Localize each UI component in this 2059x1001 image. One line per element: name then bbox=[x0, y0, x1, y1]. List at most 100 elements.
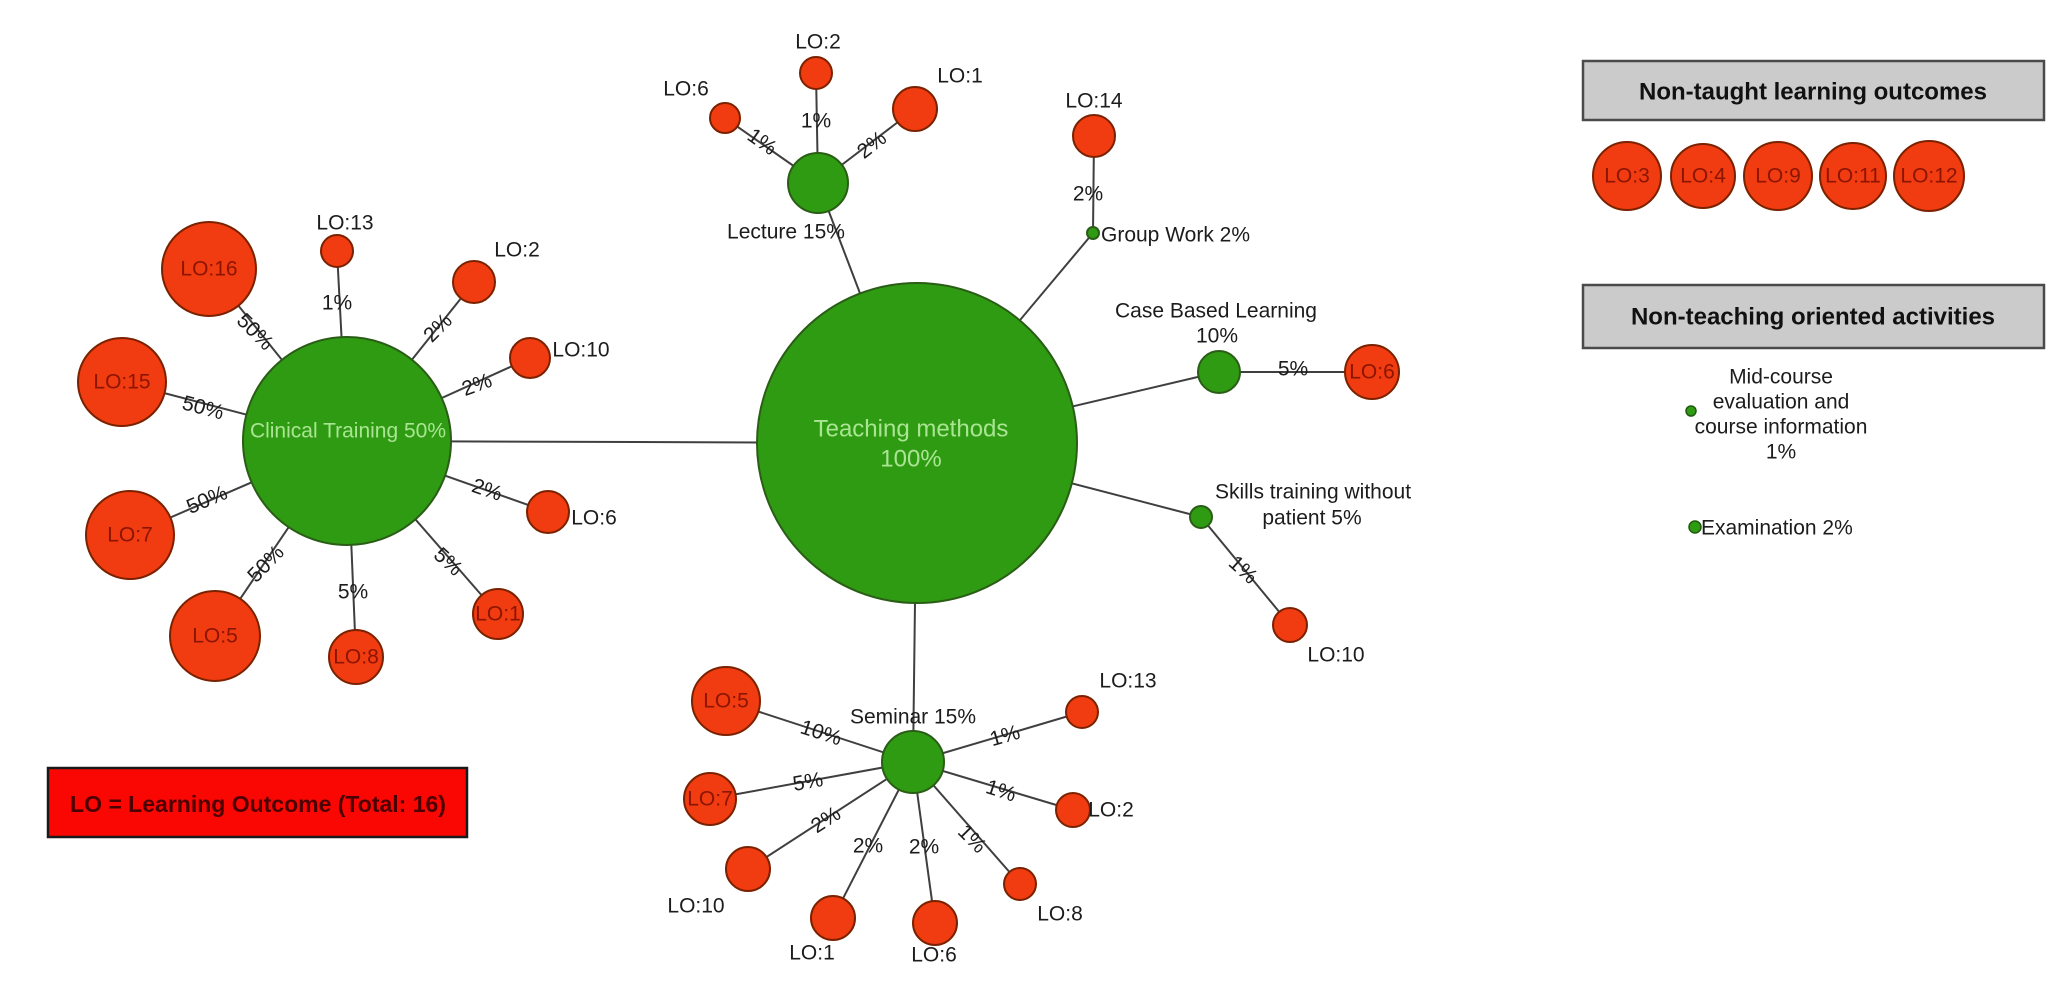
label-seminar-lo-2: LO:2 bbox=[1088, 799, 1134, 822]
node-seminar-lo-7 bbox=[683, 772, 737, 826]
node-clinical-lo-8 bbox=[328, 629, 384, 685]
label-seminar-lo-13: LO:13 bbox=[1099, 670, 1156, 693]
node-clinical-lo-1 bbox=[472, 588, 524, 640]
non-taught-title: Non-taught learning outcomes bbox=[1639, 79, 1987, 106]
label-clinical-lo-13: LO:13 bbox=[316, 212, 373, 235]
hub-cbl-label-1: Case Based Learning bbox=[1115, 300, 1317, 323]
label-clinical-lo-15: LO:15 bbox=[93, 371, 150, 394]
node-seminar-lo-8 bbox=[1003, 867, 1037, 901]
examination-dot bbox=[1688, 520, 1702, 534]
non-taught-node-lo-9 bbox=[1743, 141, 1813, 211]
non-teaching-title: Non-teaching oriented activities bbox=[1631, 304, 1995, 331]
node-seminar-lo-13 bbox=[1065, 695, 1099, 729]
edge-percent-seminar-lo-1: 2% bbox=[853, 835, 883, 858]
edge-percent-clinical-lo-6: 2% bbox=[469, 474, 505, 506]
legend-box bbox=[46, 766, 469, 839]
hub-center-label-1: Teaching methods bbox=[814, 416, 1009, 443]
hub-seminar-label-1: Seminar 15% bbox=[850, 706, 976, 729]
hub-seminar-circle bbox=[881, 730, 945, 794]
nodes-layer bbox=[77, 56, 1400, 946]
label-seminar-lo-6: LO:6 bbox=[911, 944, 957, 967]
non-taught-label-lo-4: LO:4 bbox=[1680, 165, 1726, 188]
edge-percent-clinical-lo-5: 50% bbox=[243, 541, 289, 587]
hub-clinical-label-1: Clinical Training 50% bbox=[250, 420, 446, 443]
hub-groupwork-circle bbox=[1086, 226, 1100, 240]
hub-clinical-circle bbox=[242, 336, 452, 546]
hub-center-circle bbox=[756, 282, 1078, 604]
edge-skills-lo-10 bbox=[1200, 516, 1291, 626]
edge-percent-clinical-lo-8: 5% bbox=[338, 581, 368, 604]
label-groupwork-lo-14: LO:14 bbox=[1065, 90, 1123, 113]
edge-percent-seminar-lo-8: 1% bbox=[953, 820, 991, 858]
label-lecture-lo-6: LO:6 bbox=[663, 78, 709, 101]
label-clinical-lo-1: LO:1 bbox=[475, 603, 521, 626]
hub-skills-circle bbox=[1189, 505, 1213, 529]
node-groupwork-lo-14 bbox=[1072, 114, 1116, 158]
node-seminar-lo-6 bbox=[912, 900, 958, 946]
node-cbl-lo-6 bbox=[1344, 344, 1400, 400]
hub-center-label-2: 100% bbox=[880, 446, 941, 473]
node-clinical-lo-15 bbox=[77, 337, 167, 427]
edge-percent-groupwork-lo-14: 2% bbox=[1073, 183, 1103, 206]
edge-percent-clinical-lo-1: 5% bbox=[429, 543, 467, 580]
label-lecture-lo-1: LO:1 bbox=[937, 65, 983, 88]
non-taught-label-lo-9: LO:9 bbox=[1755, 165, 1801, 188]
label-seminar-lo-8: LO:8 bbox=[1037, 903, 1083, 926]
label-cbl-lo-6: LO:6 bbox=[1349, 361, 1395, 384]
edge-percent-lecture-lo-6: 1% bbox=[743, 124, 781, 160]
mid-course-label-line4: 1% bbox=[1766, 441, 1796, 464]
label-lecture-lo-2: LO:2 bbox=[795, 31, 841, 54]
edge-percent-clinical-lo-13: 1% bbox=[322, 292, 352, 315]
node-seminar-lo-10 bbox=[725, 846, 771, 892]
label-seminar-lo-5: LO:5 bbox=[703, 690, 749, 713]
edge-percent-clinical-lo-7: 50% bbox=[183, 481, 231, 519]
non-taught-node-lo-4 bbox=[1670, 143, 1736, 209]
mid-course-dot bbox=[1685, 405, 1697, 417]
edge-percent-clinical-lo-16: 50% bbox=[232, 309, 278, 355]
non-taught-label-lo-12: LO:12 bbox=[1900, 165, 1957, 188]
edge-seminar-lo-7 bbox=[709, 761, 914, 800]
node-seminar-lo-5 bbox=[691, 666, 761, 736]
hub-lecture-label-1: Lecture 15% bbox=[727, 221, 845, 244]
non-taught-label-lo-11: LO:11 bbox=[1825, 165, 1881, 188]
node-lecture-lo-1 bbox=[892, 86, 938, 132]
edge-percent-seminar-lo-13: 1% bbox=[987, 721, 1023, 751]
node-clinical-lo-5 bbox=[169, 590, 261, 682]
edge-seminar-lo-10 bbox=[747, 761, 914, 870]
edge-percent-clinical-lo-10: 2% bbox=[459, 369, 495, 401]
node-clinical-lo-6 bbox=[526, 490, 570, 534]
label-clinical-lo-16: LO:16 bbox=[180, 258, 237, 281]
non-teaching-header-box bbox=[1581, 283, 2046, 350]
label-clinical-lo-7: LO:7 bbox=[107, 524, 153, 547]
edge-percent-seminar-lo-5: 10% bbox=[797, 716, 844, 751]
edge-percent-cbl-lo-6: 5% bbox=[1278, 358, 1308, 381]
label-seminar-lo-10: LO:10 bbox=[667, 895, 724, 918]
edge-percent-lecture-lo-2: 1% bbox=[801, 110, 831, 133]
label-skills-lo-10: LO:10 bbox=[1307, 644, 1364, 667]
non-taught-circles: LO:3 LO:4 LO:9 LO:11 LO:12 bbox=[1592, 140, 1965, 212]
edge-percent-seminar-lo-2: 1% bbox=[983, 775, 1019, 806]
edge-percent-seminar-lo-6: 2% bbox=[909, 836, 939, 859]
edge-percent-clinical-lo-15: 50% bbox=[180, 391, 227, 424]
node-clinical-lo-7 bbox=[85, 490, 175, 580]
label-clinical-lo-6: LO:6 bbox=[571, 507, 617, 530]
mid-course-label-line1: Mid-course bbox=[1729, 366, 1833, 389]
examination-label: Examination 2% bbox=[1701, 517, 1853, 540]
hub-cbl-label-2: 10% bbox=[1196, 325, 1238, 348]
mid-course-label-line3: course information bbox=[1695, 416, 1868, 439]
label-clinical-lo-2: LO:2 bbox=[494, 239, 540, 262]
non-taught-node-lo-12 bbox=[1893, 140, 1965, 212]
label-seminar-lo-7: LO:7 bbox=[687, 788, 733, 811]
hub-skills-label-1: Skills training without bbox=[1215, 481, 1411, 504]
node-seminar-lo-2 bbox=[1055, 792, 1091, 828]
node-labels-layer: Teaching methods 100% Clinical Training 50… bbox=[93, 31, 1411, 967]
node-clinical-lo-13 bbox=[320, 234, 354, 268]
hub-lecture-circle bbox=[787, 152, 849, 214]
non-taught-node-lo-3 bbox=[1592, 141, 1662, 211]
non-taught-header-box bbox=[1581, 59, 2046, 122]
node-lecture-lo-6 bbox=[709, 102, 741, 134]
edge-percent-clinical-lo-2: 2% bbox=[419, 309, 457, 347]
node-clinical-lo-10 bbox=[509, 337, 551, 379]
node-skills-lo-10 bbox=[1272, 607, 1308, 643]
